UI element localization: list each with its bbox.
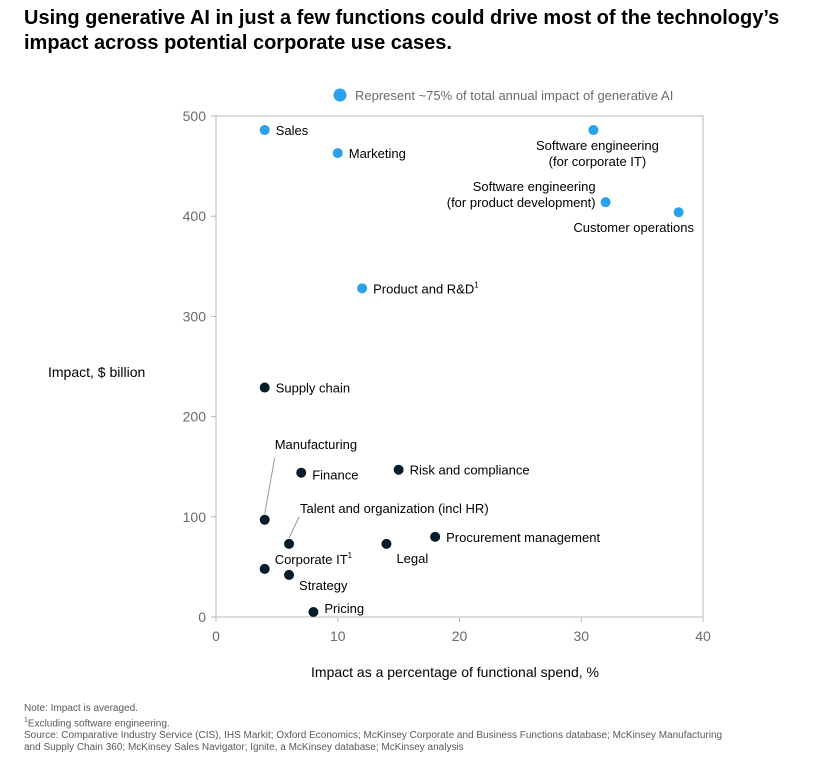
y-axis-label: Impact, $ billion [48, 364, 145, 380]
point-sales [259, 125, 270, 136]
point-risk-and-compliance [393, 464, 404, 475]
label-line: Software engineering [473, 179, 596, 194]
y-tick-label: 200 [183, 409, 207, 425]
label-text: Supply chain [276, 381, 350, 396]
label-software-engineering-for-corporate-it: Software engineering (for corporate IT) [536, 138, 659, 169]
point-pricing [308, 606, 319, 617]
label-customer-operations: Customer operations [573, 220, 694, 235]
point-legal [381, 538, 392, 549]
y-tick-label: 0 [198, 609, 206, 625]
point-corporate-it [259, 563, 270, 574]
label-finance: Finance [312, 468, 358, 483]
legend-label: Represent ~75% of total annual impact of… [355, 88, 673, 103]
label-text: Corporate IT [275, 552, 348, 567]
label-line: (for corporate IT) [549, 154, 647, 169]
label-line: (for product development) [447, 195, 596, 210]
footnote-excluding: 1Excluding software engineering. [24, 715, 824, 730]
x-tick-label: 30 [573, 628, 589, 644]
label-software-engineering-for-product-development: Software engineering (for product develop… [447, 179, 596, 210]
label-footnote-marker: 1 [474, 280, 479, 289]
x-tick-label: 20 [452, 628, 468, 644]
label-text: Strategy [299, 578, 348, 593]
label-marketing: Marketing [349, 146, 406, 161]
source-line-2: and Supply Chain 360; McKinsey Sales Nav… [24, 742, 464, 754]
label-risk-and-compliance: Risk and compliance [410, 463, 530, 478]
footnotes: Note: Impact is averaged. 1Excluding sof… [24, 703, 824, 754]
chart-title: Using generative AI in just a few functi… [24, 7, 780, 54]
leader-lines [264, 457, 300, 539]
axis-ticks: 0 100 200 300 400 500 0 10 20 30 40 [183, 108, 711, 644]
point-manufacturing [259, 514, 270, 525]
label-talent-and-organization-incl-hr: Talent and organization (incl HR) [300, 501, 489, 516]
point-software-engineering-for-corporate-it [588, 125, 599, 136]
x-tick-label: 40 [695, 628, 711, 644]
y-tick-label: 500 [183, 108, 207, 124]
x-tick-label: 10 [330, 628, 346, 644]
y-tick-label: 400 [183, 208, 207, 224]
label-footnote-marker: 1 [348, 551, 353, 560]
label-text: Procurement management [446, 530, 600, 545]
label-text: Marketing [349, 146, 406, 161]
label-text: Manufacturing [275, 437, 357, 452]
label-sales: Sales [276, 123, 309, 138]
label-corporate-it: Corporate IT1 [275, 551, 353, 567]
leader-talent-and-organization-incl-hr [288, 516, 300, 539]
label-strategy: Strategy [299, 578, 348, 593]
point-procurement-management [430, 531, 441, 542]
point-supply-chain [259, 382, 270, 393]
footnote-excluding-text: Excluding software engineering. [27, 718, 170, 730]
point-software-engineering-for-product-development [600, 197, 611, 208]
leader-manufacturing [264, 457, 276, 514]
label-text: Sales [276, 123, 309, 138]
note-text: Note: Impact is averaged. [24, 703, 138, 714]
point-product-and-r-d [357, 283, 368, 294]
point-marketing [332, 148, 343, 159]
label-manufacturing: Manufacturing [275, 437, 357, 452]
source-line-1: Source: Comparative Industry Service (CI… [24, 730, 723, 742]
data-points [259, 125, 684, 617]
label-text: Pricing [324, 601, 364, 616]
y-tick-label: 100 [183, 509, 207, 525]
label-product-and-r-d: Product and R&D1 [373, 280, 479, 296]
point-strategy [284, 569, 295, 580]
label-text: Legal [396, 551, 428, 566]
label-pricing: Pricing [324, 601, 364, 616]
legend-marker [333, 88, 347, 102]
point-finance [296, 467, 307, 478]
scatter-chart: Represent ~75% of total annual impact of… [48, 88, 711, 680]
x-axis-label: Impact as a percentage of functional spe… [311, 664, 599, 680]
label-line: Software engineering [536, 138, 659, 153]
label-text: Product and R&D [373, 281, 474, 296]
label-procurement-management: Procurement management [446, 530, 600, 545]
label-text: Customer operations [573, 220, 694, 235]
point-customer-operations [673, 207, 684, 218]
label-legal: Legal [396, 551, 428, 566]
label-text: Finance [312, 468, 358, 483]
point-talent-and-organization-incl-hr [284, 538, 295, 549]
label-text: Talent and organization (incl HR) [300, 501, 489, 516]
y-tick-label: 300 [183, 308, 207, 324]
x-tick-label: 0 [212, 628, 220, 644]
footnote-marker: 1 [24, 717, 28, 724]
label-supply-chain: Supply chain [276, 381, 350, 396]
label-text: Risk and compliance [410, 463, 530, 478]
